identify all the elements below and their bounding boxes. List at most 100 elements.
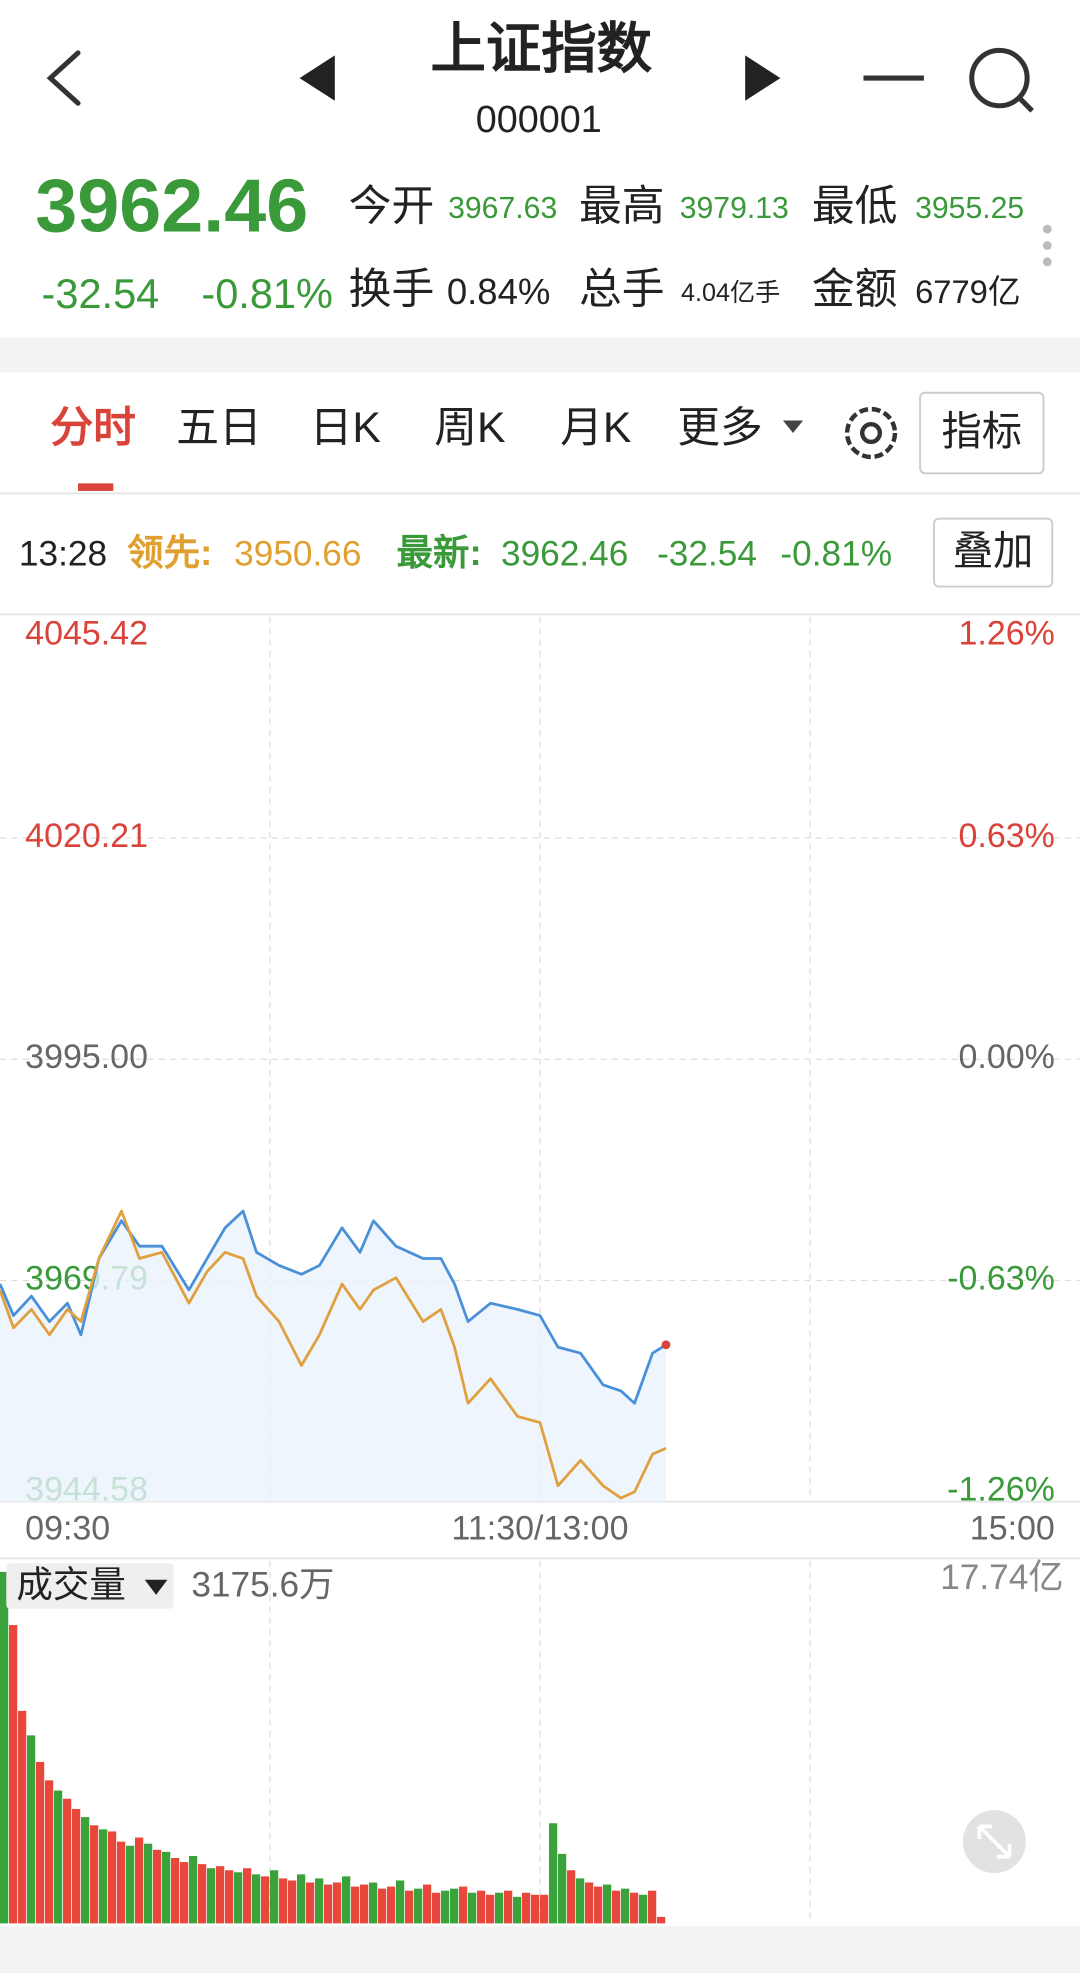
stat-label: 金额	[812, 265, 898, 313]
stat-value: 4.04亿手	[681, 279, 780, 307]
stat-value: 3979.13	[680, 192, 789, 225]
stat-value: 3967.63	[448, 192, 557, 225]
volume-chart: 17.74亿	[0, 1558, 1064, 1924]
y2-tick-label: 0.63%	[958, 817, 1054, 855]
volume-bar	[405, 1890, 414, 1924]
price: 3962.46	[35, 164, 308, 248]
volume-bar	[90, 1825, 99, 1924]
volume-bar	[116, 1841, 126, 1924]
lead-value: 3950.66	[234, 535, 361, 574]
back-button[interactable]	[46, 50, 81, 106]
more-menu[interactable]	[1042, 224, 1052, 267]
overlay-button[interactable]	[933, 517, 1054, 588]
volume-bar	[467, 1892, 477, 1924]
overlay-label: 叠加	[953, 529, 1034, 574]
volume-bar	[567, 1870, 576, 1924]
expand-button[interactable]	[962, 1810, 1026, 1874]
volume-bar	[297, 1874, 306, 1924]
indicator-button[interactable]	[919, 391, 1045, 475]
volume-bar	[648, 1890, 657, 1924]
volume-bar	[414, 1888, 423, 1924]
volume-bar	[252, 1874, 261, 1924]
footer-band	[0, 1925, 1080, 1973]
search-handle	[1017, 96, 1034, 113]
volume-bar	[387, 1886, 396, 1924]
last-point	[661, 1340, 671, 1350]
tab-bar: 分时 五日 日K 周K 月K 更多	[50, 404, 763, 491]
volume-selector[interactable]	[6, 1563, 174, 1609]
volume-bar	[657, 1916, 666, 1924]
volume-bar	[135, 1837, 144, 1924]
expand-icon	[977, 1824, 1012, 1859]
title: 上证指数	[431, 18, 653, 80]
volume-bar	[126, 1845, 135, 1924]
last-change: -32.54	[657, 535, 757, 574]
volume-bar	[324, 1884, 333, 1924]
volume-bar	[441, 1890, 450, 1924]
volume-bar	[188, 1855, 198, 1924]
gear-hub	[860, 422, 883, 445]
dot	[1042, 257, 1052, 267]
stat-value: 6779亿	[915, 273, 1021, 310]
volume-bar	[162, 1851, 171, 1924]
volume-bar	[522, 1892, 531, 1924]
volume-bar	[639, 1894, 648, 1924]
volume-bar	[45, 1780, 54, 1924]
volume-bar	[351, 1886, 360, 1924]
volume-bar	[9, 1625, 18, 1924]
volume-bar	[332, 1882, 342, 1924]
separator	[0, 337, 1080, 373]
last-value: 3962.46	[501, 535, 628, 574]
search-button[interactable]	[969, 47, 1034, 113]
volume-bar	[306, 1882, 315, 1924]
volume-bar	[540, 1894, 549, 1924]
tab[interactable]: 更多	[677, 404, 763, 452]
tab[interactable]: 周K	[434, 404, 506, 452]
volume-bar	[477, 1890, 486, 1924]
volume-bar	[450, 1888, 459, 1924]
line-series	[0, 1209, 667, 1500]
volume-latest: 3175.6万	[191, 1566, 334, 1605]
y2-tick-label: -0.63%	[947, 1259, 1055, 1297]
volume-bar	[36, 1761, 45, 1924]
volume-bar	[603, 1884, 612, 1924]
change: -32.54	[42, 270, 160, 317]
volume-bar	[377, 1888, 387, 1924]
volume-bar	[531, 1894, 540, 1924]
volume-bar	[99, 1829, 108, 1924]
volume-bar	[27, 1735, 36, 1924]
volume-bar	[171, 1857, 180, 1924]
volume-bar	[198, 1864, 207, 1924]
y2-tick-label: 0.00%	[958, 1038, 1054, 1076]
volume-bar	[153, 1849, 162, 1924]
tab[interactable]: 五日	[176, 404, 262, 452]
volume-bar	[279, 1878, 288, 1924]
stat-value: 0.84%	[447, 271, 551, 312]
tab[interactable]: 日K	[310, 404, 382, 452]
volume-bar	[612, 1890, 621, 1924]
y2-tick-label: 1.26%	[958, 615, 1054, 653]
legend-last: 最新:	[397, 532, 482, 573]
x-tick-label: 09:30	[25, 1510, 110, 1548]
volume-bar	[630, 1892, 639, 1924]
volume-bar	[396, 1880, 405, 1924]
settings-button[interactable]	[844, 406, 898, 460]
dot	[1042, 224, 1052, 234]
stat-label: 今开	[349, 182, 435, 230]
stat-label: 换手	[349, 265, 435, 313]
x-tick-label: 11:30/13:00	[452, 1510, 629, 1548]
prev-button[interactable]	[299, 55, 335, 101]
tab[interactable]: 月K	[560, 404, 632, 452]
volume-bar	[513, 1896, 522, 1924]
legend-lead: 领先:	[127, 532, 212, 573]
volume-bar	[315, 1878, 324, 1924]
next-button[interactable]	[745, 55, 781, 101]
tab[interactable]: 分时	[50, 404, 136, 452]
volume-bar	[422, 1884, 432, 1924]
volume-bar	[225, 1870, 234, 1924]
volume-bar	[432, 1892, 441, 1924]
stat-label: 最低	[812, 182, 898, 230]
y-tick-label: 4045.42	[25, 615, 148, 653]
